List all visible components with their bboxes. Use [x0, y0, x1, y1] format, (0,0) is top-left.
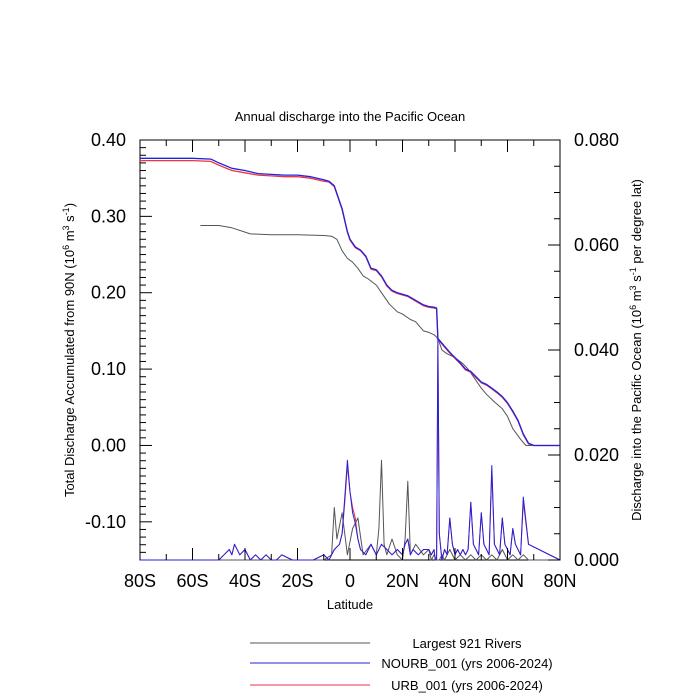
- x-axis-ticks: 80S 60S 40S 20S 0 20N 40N 60N 80N: [124, 140, 577, 591]
- plot-frame: [139, 139, 561, 561]
- y-left-tick-label: 0.30: [91, 206, 126, 226]
- series-line-urb001-right: [140, 344, 561, 561]
- y-left-axis-label: Total Discharge Accumulated from 90N (10…: [61, 203, 77, 497]
- y-left-tick-label: 0.40: [91, 130, 126, 150]
- x-tick-label: 40N: [438, 571, 471, 591]
- x-tick-label: 20S: [281, 571, 313, 591]
- plot-area: [139, 139, 561, 561]
- y-left-tick-label: -0.10: [85, 512, 126, 532]
- legend-label-nourb: NOURB_001 (yrs 2006-2024): [381, 656, 552, 671]
- x-tick-label: 60N: [491, 571, 524, 591]
- chart-title: Annual discharge into the Pacific Ocean: [235, 109, 466, 124]
- y-left-axis-ticks: -0.10 0.00 0.10 0.20 0.30 0.40: [85, 130, 152, 553]
- series-line-largest-right: [140, 459, 560, 561]
- x-tick-label: 80S: [124, 571, 156, 591]
- legend-item-nourb: NOURB_001 (yrs 2006-2024): [250, 656, 553, 671]
- series-layer: [140, 157, 561, 561]
- legend-item-urb: URB_001 (yrs 2006-2024): [250, 678, 543, 693]
- y-right-tick-label: 0.080: [574, 130, 619, 150]
- y-right-tick-label: 0.060: [574, 235, 619, 255]
- y-left-tick-label: 0.00: [91, 435, 126, 455]
- series-line-nourb001-right: [140, 339, 561, 561]
- series-line-nourb001-left: [140, 157, 560, 447]
- y-right-tick-label: 0.040: [574, 340, 619, 360]
- x-tick-label: 80N: [543, 571, 576, 591]
- legend-label-rivers: Largest 921 Rivers: [412, 636, 522, 651]
- x-axis-label: Latitude: [327, 597, 373, 612]
- y-left-tick-label: 0.20: [91, 283, 126, 303]
- legend-label-urb: URB_001 (yrs 2006-2024): [391, 678, 543, 693]
- y-right-axis-ticks: 0.000 0.020 0.040 0.060 0.080: [548, 130, 619, 570]
- series-line-urb001-left: [140, 159, 560, 447]
- y-right-tick-label: 0.000: [574, 550, 619, 570]
- x-tick-label: 40S: [229, 571, 261, 591]
- x-tick-label: 0: [345, 571, 355, 591]
- y-right-tick-label: 0.020: [574, 445, 619, 465]
- legend: Largest 921 Rivers NOURB_001 (yrs 2006-2…: [250, 636, 553, 693]
- x-tick-label: 20N: [386, 571, 419, 591]
- y-right-axis-label: Discharge into the Pacific Ocean (106 m3…: [628, 179, 644, 521]
- series-line-largest-left: [200, 225, 560, 446]
- legend-item-rivers: Largest 921 Rivers: [250, 636, 522, 651]
- x-tick-label: 60S: [176, 571, 208, 591]
- y-left-tick-label: 0.10: [91, 359, 126, 379]
